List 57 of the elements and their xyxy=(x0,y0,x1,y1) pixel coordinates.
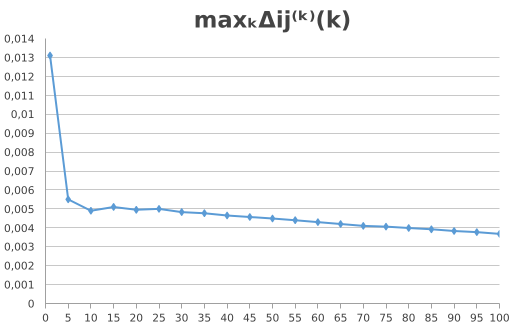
point xyxy=(224,211,230,220)
x-tick-label: 50 xyxy=(266,312,280,324)
y-tick-label: 0,009 xyxy=(4,127,35,140)
x-tick-label: 30 xyxy=(174,312,189,324)
x-tick-label: 0 xyxy=(42,312,50,324)
y-tick-label: 0 xyxy=(28,298,35,310)
point xyxy=(360,222,366,230)
y-tick-label: 0,003 xyxy=(4,240,35,254)
point xyxy=(47,52,53,60)
point xyxy=(133,206,140,214)
x-tick-label: 80 xyxy=(402,312,416,324)
x-tick-label: 45 xyxy=(243,312,257,324)
point xyxy=(246,212,253,221)
x-tick-label: 35 xyxy=(198,312,212,324)
x-tick-label: 40 xyxy=(220,312,234,324)
y-tick-label: 0,012 xyxy=(4,70,35,84)
point xyxy=(315,218,321,226)
y-tick-label: 0,006 xyxy=(4,184,35,197)
point xyxy=(110,202,116,211)
point xyxy=(292,216,298,224)
y-tick-label: 0,011 xyxy=(4,89,35,102)
y-tick-label: 0,002 xyxy=(4,260,35,273)
x-tick-label: 10 xyxy=(84,312,98,324)
y-tick-label: 0,008 xyxy=(4,146,35,160)
point xyxy=(178,208,185,216)
x-tick-label: 15 xyxy=(106,312,120,324)
point xyxy=(202,209,208,218)
x-tick-label: 60 xyxy=(311,312,325,324)
point xyxy=(270,214,276,223)
y-tick-label: 0,007 xyxy=(4,165,35,178)
y-tick-label: 0,014 xyxy=(4,32,35,46)
y-tick-label: 0,001 xyxy=(4,278,35,292)
point xyxy=(383,222,389,231)
y-tick-label: 0,004 xyxy=(4,222,35,235)
y-tick-label: 0,013 xyxy=(4,51,35,64)
point xyxy=(156,204,162,213)
x-tick-label: 90 xyxy=(447,312,462,324)
x-tick-label: 85 xyxy=(424,312,438,324)
x-tick-label: 20 xyxy=(130,312,144,324)
point xyxy=(88,206,94,215)
point xyxy=(474,228,480,236)
point xyxy=(338,220,344,228)
x-tick-label: 75 xyxy=(379,312,393,324)
point xyxy=(428,225,434,234)
x-tick-label: 55 xyxy=(288,312,302,324)
y-tick-label: 0,01 xyxy=(10,108,35,122)
x-tick-label: 25 xyxy=(152,312,166,324)
point xyxy=(451,227,457,236)
y-tick-label: 0,005 xyxy=(4,202,35,216)
x-tick-label: 65 xyxy=(334,312,348,324)
x-tick-label: 5 xyxy=(64,312,72,324)
x-tick-label: 95 xyxy=(470,312,484,324)
x-tick-label: 100 xyxy=(489,312,510,324)
x-tick-label: 70 xyxy=(356,312,370,324)
point xyxy=(65,195,72,204)
point xyxy=(406,224,412,232)
chart-title: maxₖΔij⁽ᵏ⁾(k) xyxy=(194,8,352,34)
